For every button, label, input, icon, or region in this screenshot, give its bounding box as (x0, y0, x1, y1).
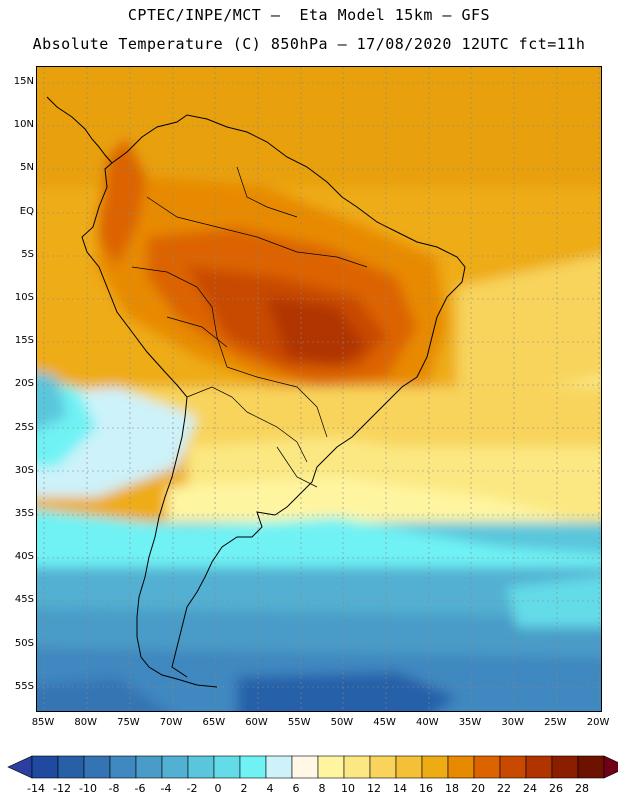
legend-tick-label: 4 (266, 782, 274, 795)
legend-tick-label: 16 (419, 782, 433, 795)
latitude-tick-label: 35S (14, 508, 34, 519)
longitude-tick-label: 50W (330, 717, 354, 728)
legend-tick-label: -12 (53, 782, 71, 795)
longitude-tick-label: 55W (287, 717, 311, 728)
latitude-tick-label: 45S (14, 594, 34, 606)
legend-tick-label: 26 (549, 782, 563, 795)
color-legend (7, 755, 618, 779)
legend-tick-label: 18 (445, 782, 459, 795)
legend-tick-label: 12 (367, 782, 381, 795)
legend-color-swatch (421, 755, 449, 779)
legend-color-swatch (473, 755, 501, 779)
legend-tick-label: 28 (575, 782, 589, 795)
legend-color-swatch (525, 755, 553, 779)
latitude-tick-label: 50S (14, 637, 34, 649)
longitude-tick-label: 75W (117, 717, 140, 728)
legend-tick-label: -14 (27, 782, 45, 795)
longitude-tick-label: 40W (415, 717, 439, 728)
map-canvas (37, 67, 601, 711)
latitude-tick-label: 55S (14, 680, 34, 692)
latitude-tick-label: 10S (14, 292, 34, 303)
legend-tick-label: 20 (471, 782, 485, 795)
legend-color-swatch (317, 755, 345, 779)
legend-color-swatch (551, 755, 579, 779)
legend-tick-label: 8 (318, 782, 326, 795)
legend-tick-label: 22 (497, 782, 511, 795)
legend-color-swatch (57, 755, 85, 779)
latitude-tick-label: 15N (13, 76, 34, 87)
legend-color-swatch (499, 755, 527, 779)
longitude-tick-label: 25W (544, 717, 567, 728)
legend-color-swatch (239, 755, 267, 779)
legend-color-swatch (577, 755, 605, 779)
latitude-tick-label: 40S (14, 551, 34, 563)
latitude-tick-label: 20S (14, 378, 34, 390)
legend-tick-label: -4 (160, 782, 172, 795)
longitude-tick-label: 60W (245, 717, 268, 728)
legend-under-arrow (7, 755, 33, 779)
legend-tick-label: -6 (134, 782, 146, 795)
legend-color-swatch (83, 755, 111, 779)
map-grid (37, 67, 601, 711)
legend-tick-label: 0 (214, 782, 222, 795)
legend-color-swatch (213, 755, 241, 779)
latitude-tick-label: 25S (14, 421, 34, 433)
legend-color-swatch (291, 755, 319, 779)
legend-tick-label: 2 (240, 782, 248, 795)
longitude-tick-label: 80W (74, 717, 97, 728)
legend-tick-label: 6 (292, 782, 300, 795)
legend-over-arrow (603, 755, 618, 779)
legend-tick-label: 14 (393, 782, 407, 795)
map-title-line-2: Absolute Temperature (C) 850hPa – 17/08/… (32, 35, 586, 53)
longitude-tick-label: 20W (586, 717, 610, 728)
latitude-tick-label: 30S (14, 464, 34, 476)
legend-color-swatch (161, 755, 189, 779)
legend-tick-label: -2 (186, 782, 198, 795)
legend-color-swatch (369, 755, 397, 779)
latitude-tick-label: 10N (13, 119, 34, 131)
latitude-tick-label: 5N (20, 162, 34, 174)
map-title-line-1: CPTEC/INPE/MCT – Eta Model 15km – GFS (127, 6, 491, 24)
legend-color-swatch (135, 755, 163, 779)
legend-color-swatch (265, 755, 293, 779)
longitude-tick-label: 30W (501, 717, 524, 728)
latitude-tick-label: 15S (14, 335, 34, 347)
country-borders (131, 166, 368, 488)
longitude-tick-label: 70W (159, 717, 183, 728)
legend-color-swatch (395, 755, 423, 779)
legend-tick-label: -10 (79, 782, 97, 795)
longitude-tick-label: 65W (202, 717, 226, 728)
longitude-tick-label: 35W (458, 717, 482, 728)
legend-color-swatch (343, 755, 371, 779)
temperature-field (37, 67, 601, 711)
legend-color-swatch (447, 755, 475, 779)
legend-tick-label: 24 (523, 782, 537, 795)
coastline (46, 96, 466, 688)
legend-color-swatch (109, 755, 137, 779)
latitude-tick-label: EQ (19, 205, 34, 217)
temperature-map (36, 66, 602, 712)
legend-tick-label: 10 (341, 782, 355, 795)
legend-color-swatch (187, 755, 215, 779)
longitude-tick-label: 85W (31, 717, 55, 728)
legend-color-swatch (31, 755, 59, 779)
latitude-tick-label: 5S (21, 248, 34, 260)
legend-tick-label: -8 (108, 782, 120, 795)
longitude-tick-label: 45W (373, 717, 396, 728)
